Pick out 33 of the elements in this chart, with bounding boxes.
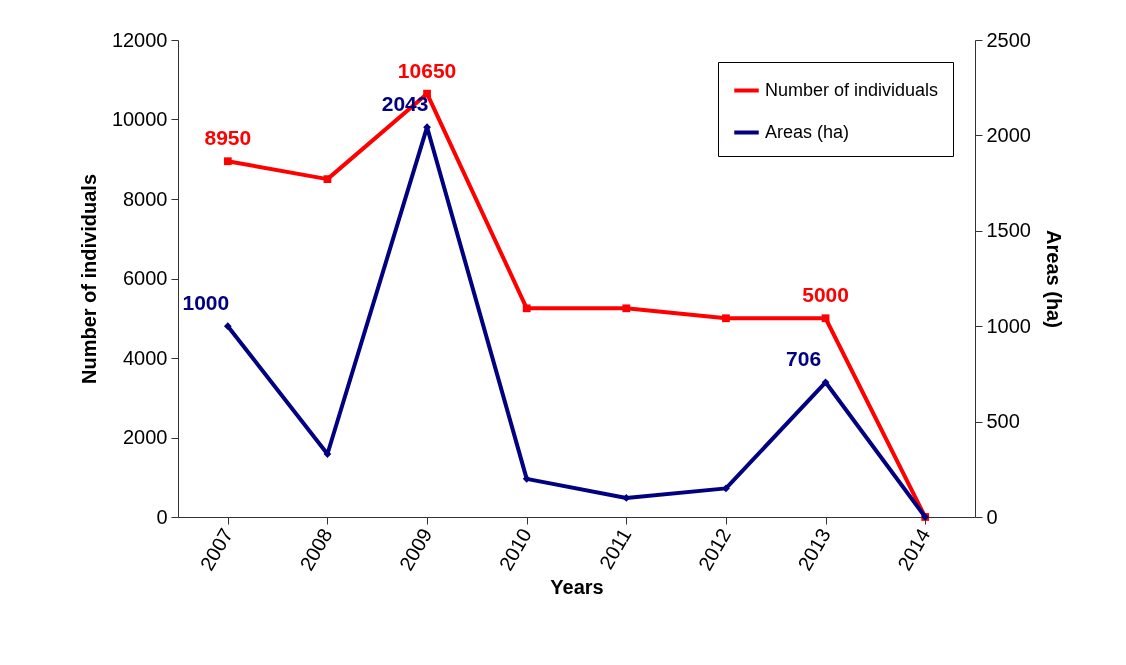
x-axis-title: Years <box>550 576 604 599</box>
data-label: 706 <box>786 347 822 371</box>
y2-tick-label: 1000 <box>986 314 1031 337</box>
y2-axis-title: Areas (ha) <box>1042 230 1065 328</box>
y2-tick-label: 1500 <box>986 219 1031 242</box>
data-label: 10650 <box>397 58 457 82</box>
y-tick-label: 8000 <box>123 187 168 210</box>
point <box>223 322 232 331</box>
point <box>622 304 631 313</box>
data-label: 8950 <box>204 126 252 150</box>
y-tick-label: 4000 <box>123 346 168 369</box>
y-tick-label: 2000 <box>123 426 168 448</box>
legend-label: Number of individuals <box>765 79 939 100</box>
y2-tick-label: 500 <box>986 410 1020 433</box>
y-tick-label: 6000 <box>123 267 168 289</box>
point <box>722 484 730 493</box>
y2-tick-label: 0 <box>986 505 998 528</box>
y2-tick-label: 2500 <box>986 28 1031 51</box>
point <box>522 304 531 313</box>
point <box>821 378 830 387</box>
data-label: 1000 <box>182 291 230 315</box>
point <box>821 314 830 323</box>
y-tick-label: 10000 <box>111 108 168 130</box>
y-tick-label: 0 <box>156 505 168 528</box>
point <box>522 474 531 483</box>
y-axis-title: Number of individuals <box>77 173 100 385</box>
point <box>223 157 232 166</box>
point <box>722 314 730 323</box>
y-tick-label: 12000 <box>111 28 168 51</box>
point <box>323 175 332 183</box>
data-label: 5000 <box>802 283 849 307</box>
y2-tick-label: 2000 <box>986 123 1031 146</box>
legend-label: Areas (ha) <box>765 121 850 142</box>
